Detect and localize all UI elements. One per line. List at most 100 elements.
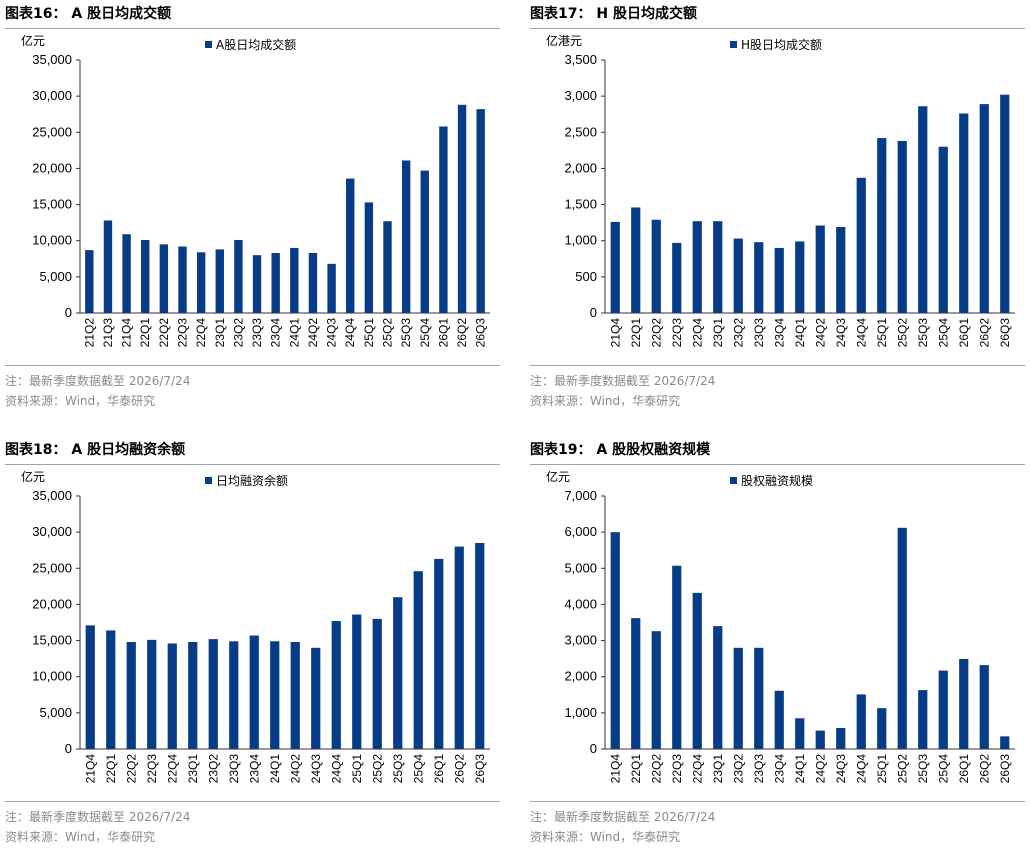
bar [836,226,846,313]
legend-swatch [730,477,737,484]
x-tick-label: 25Q1 [350,754,364,784]
x-tick-label: 24Q4 [854,754,868,784]
x-tick-label: 21Q4 [83,754,97,784]
x-tick-label: 24Q1 [287,318,301,348]
x-tick-label: 23Q4 [247,754,261,784]
panel-title: 图表16： A 股日均成交额 [5,6,172,22]
bar [476,109,485,313]
y-tick-label: 1,500 [564,197,597,212]
y-tick-label: 4,000 [564,596,597,611]
y-tick-label: 6,000 [564,524,597,539]
y-tick-label: 15,000 [32,197,72,212]
x-tick-label: 24Q1 [268,754,282,784]
bar [918,106,928,314]
bar [856,177,866,313]
x-tick-label: 24Q2 [813,318,827,348]
x-tick-label: 26Q2 [977,754,991,784]
x-tick-label: 25Q2 [370,754,384,784]
bar [311,647,321,749]
x-tick-label: 25Q4 [411,754,425,784]
bar [959,113,969,314]
source-note: 资料来源：Wind，华泰研究 [5,394,156,408]
bar [103,220,113,313]
bar [252,255,262,313]
x-tick-label: 24Q3 [834,754,848,784]
panel-title: 图表18： A 股日均融资余额 [5,442,186,458]
x-tick-label: 26Q3 [474,318,488,348]
x-tick-label: 24Q4 [854,318,868,348]
y-unit-label: 亿元 [21,469,45,484]
bar [877,138,887,313]
y-tick-label: 0 [65,305,72,320]
x-tick-label: 23Q4 [269,318,283,348]
bar [290,642,300,749]
x-tick-label: 26Q3 [998,754,1012,784]
source-note: 资料来源：Wind，华泰研究 [530,830,681,844]
bar [979,665,989,749]
x-tick-label: 22Q2 [649,318,663,348]
x-tick-label: 25Q4 [418,318,432,348]
x-tick-label: 22Q1 [104,754,118,784]
y-tick-label: 2,000 [564,160,597,175]
bar [815,730,825,749]
data-note: 注：最新季度数据截至 2026/7/24 [5,374,191,388]
x-tick-label: 22Q1 [629,754,643,784]
bar [631,618,641,749]
legend-label: 日均融资余额 [216,473,288,488]
bar-chart: 亿元 A股日均成交额 0 5,000 10,000 15,000 20,000 25,000 3… [21,33,490,348]
x-tick-label: 26Q3 [998,318,1012,348]
bar [733,238,743,313]
bar-chart: 亿元 日均融资余额 0 5,000 10,000 15,000 20,000 25,000 30… [21,469,490,784]
y-tick-label: 20,000 [32,160,72,175]
y-tick-label: 25,000 [32,560,72,575]
y-tick-label: 5,000 [39,705,72,720]
bar [836,728,846,749]
x-tick-label: 22Q1 [629,318,643,348]
footer-divider [5,365,500,366]
data-note: 注：最新季度数据截至 2026/7/24 [530,374,716,388]
y-tick-label: 35,000 [32,488,72,503]
x-tick-label: 25Q1 [875,754,889,784]
x-tick-label: 25Q3 [391,754,405,784]
x-tick-label: 22Q2 [157,318,171,348]
bar [234,239,243,313]
x-tick-label: 24Q2 [288,754,302,784]
bar [106,630,116,749]
bar [672,242,682,313]
bar [327,263,336,313]
chart-panel-margin-balance: 图表18： A 股日均融资余额 亿元 日均融资余额 0 5,000 10,000 15,0… [5,436,500,861]
x-tick-label: 24Q3 [309,754,323,784]
bar [795,718,805,749]
bar [651,219,661,313]
bar-chart: 亿港元 H股日均成交额 0 500 1,000 1,500 2,000 2,500 3,000 3… [546,33,1015,348]
x-tick-label: 23Q1 [711,754,725,784]
x-tick-label: 23Q3 [752,754,766,784]
y-tick-label: 25,000 [32,124,72,139]
y-tick-label: 3,500 [564,52,597,67]
x-tick-label: 22Q4 [165,754,179,784]
y-unit-label: 亿元 [21,33,45,48]
bar [167,643,177,749]
bar [290,247,299,313]
y-tick-label: 7,000 [564,488,597,503]
data-note: 注：最新季度数据截至 2026/7/24 [530,810,716,824]
bar [1000,94,1010,313]
y-tick-label: 10,000 [32,233,72,248]
x-tick-label: 24Q1 [793,754,807,784]
bar [713,626,723,749]
bar [856,694,866,749]
bar [754,647,764,749]
bar [774,690,784,749]
x-tick-label: 23Q3 [752,318,766,348]
bar [331,621,341,749]
x-tick-label: 26Q2 [455,318,469,348]
bar [692,221,702,313]
x-tick-label: 25Q3 [916,318,930,348]
x-tick-label: 23Q2 [731,754,745,784]
bar [457,104,467,314]
x-tick-label: 25Q1 [362,318,376,348]
bar [141,239,150,313]
x-tick-label: 26Q2 [452,754,466,784]
x-tick-label: 22Q2 [124,754,138,784]
x-tick-label: 21Q4 [608,754,622,784]
